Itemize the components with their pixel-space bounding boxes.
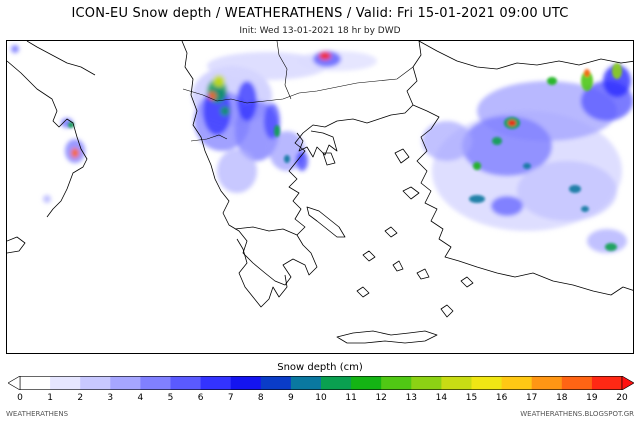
colorbar-tick-label: 15 (465, 393, 478, 403)
colorbar-tick-label: 5 (167, 393, 174, 403)
colorbar-cell (381, 376, 412, 390)
colorbar-tick-label: 2 (77, 393, 84, 403)
colorbar-cell (591, 376, 623, 390)
colorbar-cell (561, 376, 593, 390)
colorbar-tick-label: 1 (47, 393, 53, 403)
colorbar-cell (140, 376, 171, 390)
colorbar-cell (321, 376, 352, 390)
colorbar-tick-label: 18 (556, 393, 568, 403)
credit-left: WEATHERATHENS (6, 410, 69, 418)
snow-depth-map (6, 40, 634, 354)
colorbar-label: Snow depth (cm) (277, 362, 363, 373)
colorbar-tick-label: 13 (405, 393, 418, 403)
borders (182, 41, 414, 142)
colorbar-cell (471, 376, 503, 390)
colorbar-tick-label: 14 (435, 393, 448, 403)
colorbar-tick-label: 7 (227, 393, 234, 403)
colorbar-cell (531, 376, 563, 390)
colorbar-tick-label: 20 (616, 393, 628, 403)
colorbar-cell (260, 376, 292, 390)
colorbar-ticks: 0 1 2 3 4 5 6 7 8 9 10 11 12 13 14 15 16 17 18 19 20 (0, 393, 640, 405)
colorbar-over-arrow (621, 376, 634, 390)
colorbar (8, 376, 634, 390)
colorbar-cell (110, 376, 141, 390)
colorbar-cell (200, 376, 232, 390)
colorbar-cells (19, 376, 623, 390)
map-subtitle: Init: Wed 13-01-2021 18 hr by DWD (239, 26, 401, 36)
map-svg (7, 41, 633, 344)
colorbar-tick-label: 9 (288, 393, 294, 403)
colorbar-cell (351, 376, 382, 390)
colorbar-tick-label: 8 (257, 393, 264, 403)
colorbar-cell (50, 376, 81, 390)
colorbar-cell (170, 376, 202, 390)
colorbar-cell (411, 376, 442, 390)
colorbar-tick-label: 17 (525, 393, 538, 403)
colorbar-tick-label: 6 (197, 393, 204, 403)
credit-right: WEATHERATHENS.BLOGSPOT.GR (520, 410, 634, 418)
colorbar-tick-label: 4 (137, 393, 144, 403)
colorbar-tick-label: 16 (495, 393, 508, 403)
colorbar-cell (20, 376, 51, 390)
snow-hotspots-layer (68, 63, 622, 251)
colorbar-cell (230, 376, 262, 390)
colorbar-cell (80, 376, 111, 390)
colorbar-tick-label: 10 (315, 393, 327, 403)
colorbar-under-arrow (8, 376, 21, 390)
colorbar-cell (501, 376, 533, 390)
colorbar-tick-label: 0 (17, 393, 23, 403)
colorbar-cell (290, 376, 322, 390)
snow-field-layer (11, 45, 633, 253)
coastlines (7, 41, 633, 344)
colorbar-cell (441, 376, 472, 390)
colorbar-tick-label: 3 (107, 393, 114, 403)
colorbar-tick-label: 11 (345, 393, 357, 403)
colorbar-tick-label: 12 (375, 393, 387, 403)
map-title: ICON-EU Snow depth / WEATHERATHENS / Val… (71, 6, 569, 21)
colorbar-tick-label: 19 (586, 393, 598, 403)
